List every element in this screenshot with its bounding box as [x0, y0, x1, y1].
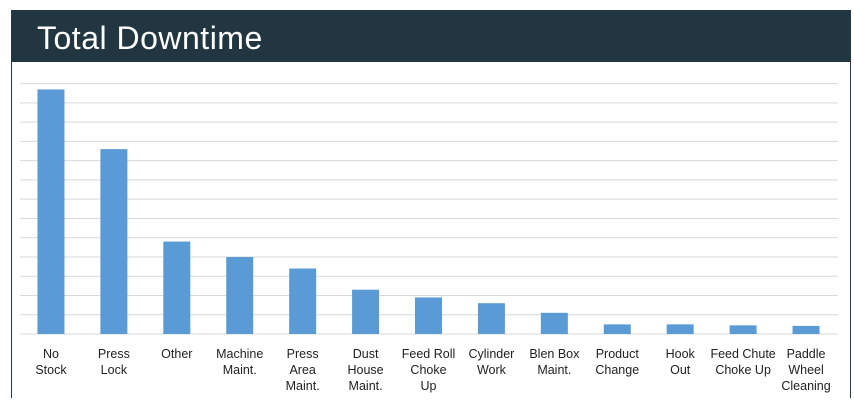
- x-tick-label: Dust House Maint.: [348, 347, 384, 393]
- bar: [792, 325, 820, 334]
- bar: [352, 289, 380, 334]
- x-tick-label: Press Area Maint.: [286, 347, 320, 393]
- bar: [477, 303, 505, 334]
- gridlines: [20, 83, 838, 335]
- bar: [603, 324, 631, 334]
- bar: [163, 241, 191, 334]
- bar: [226, 256, 254, 334]
- x-tick-label: Paddle Wheel Cleaning: [781, 347, 830, 393]
- x-tick-label: Feed Roll Choke Up: [402, 347, 456, 393]
- x-tick-label: Product Change: [595, 347, 639, 377]
- x-tick-label: Blen Box Maint.: [529, 347, 580, 377]
- bar: [289, 268, 317, 334]
- bar: [540, 312, 568, 334]
- x-tick-label: No Stock: [35, 347, 67, 377]
- chart-title: Total Downtime: [37, 20, 263, 56]
- x-tick-label: Other: [161, 347, 192, 361]
- chart-header: Total Downtime: [12, 10, 850, 62]
- bar: [100, 149, 128, 334]
- x-tick-label: Feed Chute Choke Up: [710, 347, 775, 377]
- bar: [729, 325, 757, 334]
- x-tick-label: Press Lock: [98, 347, 130, 377]
- x-axis-labels: No Stock Press Lock Other Machine Maint. Press A…: [35, 347, 830, 393]
- bar: [37, 89, 65, 334]
- x-tick-label: Machine Maint.: [216, 347, 263, 377]
- bar: [666, 324, 694, 334]
- x-tick-label: Hook Out: [666, 347, 696, 377]
- bars: [37, 89, 820, 334]
- x-tick-label: Cylinder Work: [468, 347, 514, 377]
- bar: [415, 297, 442, 334]
